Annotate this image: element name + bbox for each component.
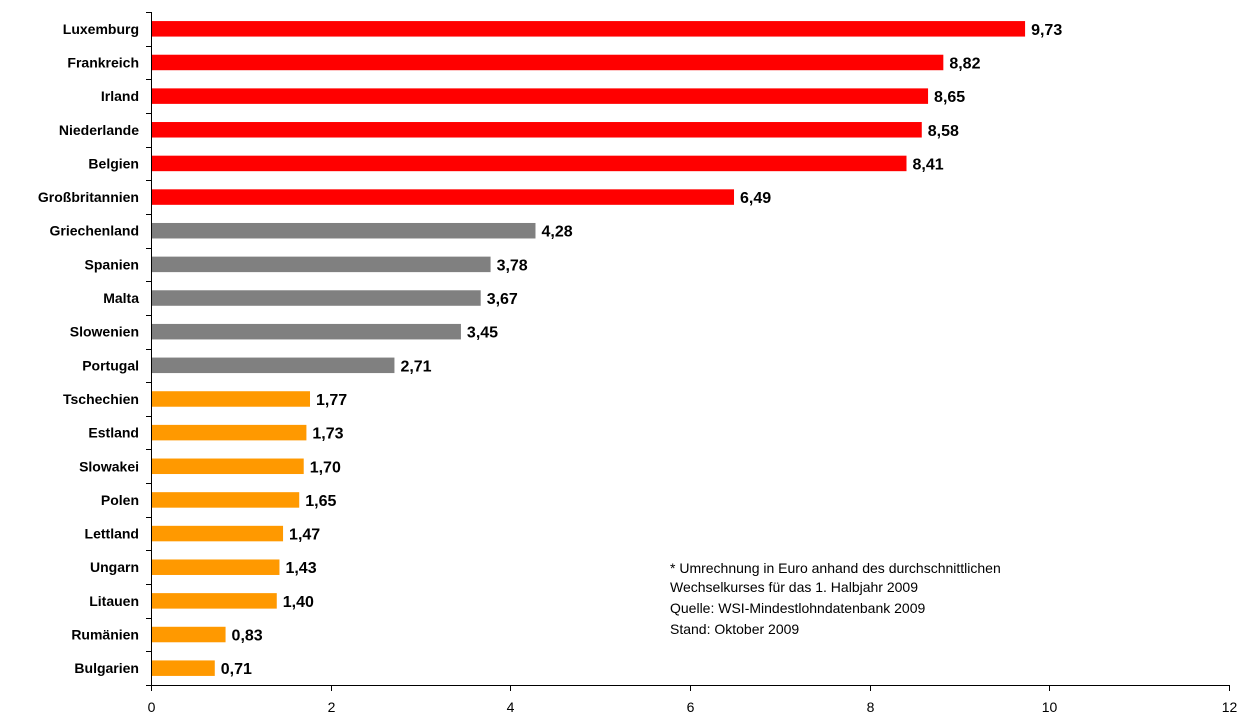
source-note: * Umrechnung in Euro anhand des durchsch… <box>670 560 1001 637</box>
category-label: Niederlande <box>59 122 139 138</box>
value-label: 8,58 <box>928 123 959 140</box>
note-line: Stand: Oktober 2009 <box>670 621 799 637</box>
category-label: Estland <box>88 425 139 441</box>
note-line: Wechselkurses für das 1. Halbjahr 2009 <box>670 579 918 595</box>
note-line: * Umrechnung in Euro anhand des durchsch… <box>670 560 1001 576</box>
value-label: 8,65 <box>934 89 965 106</box>
category-label: Portugal <box>82 357 139 373</box>
category-label: Slowenien <box>70 324 139 340</box>
x-tick-label: 10 <box>1042 699 1058 715</box>
value-label: 1,73 <box>312 426 343 443</box>
category-label: Bulgarien <box>74 660 139 676</box>
bar <box>152 290 481 306</box>
category-label: Ungarn <box>90 559 139 575</box>
value-label: 4,28 <box>541 224 572 241</box>
value-label: 0,83 <box>232 628 263 645</box>
bar <box>152 155 907 172</box>
value-label: 0,71 <box>221 661 252 678</box>
category-label: Malta <box>103 290 139 306</box>
value-label: 1,43 <box>285 560 316 577</box>
value-label: 1,47 <box>289 527 320 544</box>
x-tick-label: 4 <box>507 699 515 715</box>
category-label: Slowakei <box>79 458 139 474</box>
bar <box>152 21 1026 37</box>
category-label: Lettland <box>85 526 139 542</box>
x-tick-label: 0 <box>148 699 156 715</box>
bar <box>152 593 277 609</box>
value-label: 1,70 <box>310 459 341 476</box>
category-label: Litauen <box>89 593 139 609</box>
value-label: 2,71 <box>400 358 431 375</box>
x-tick-label: 2 <box>328 699 336 715</box>
bar <box>152 424 307 441</box>
value-label: 8,41 <box>912 156 943 173</box>
category-label: Luxemburg <box>63 21 139 37</box>
value-label: 3,78 <box>497 257 528 274</box>
bar <box>152 458 304 475</box>
note-line: Quelle: WSI-Mindestlohndatenbank 2009 <box>670 600 925 616</box>
bars <box>152 21 1026 676</box>
bar <box>152 256 491 273</box>
bar <box>152 492 300 508</box>
bar <box>152 189 735 205</box>
category-label: Frankreich <box>67 54 139 70</box>
bar <box>152 222 536 239</box>
bar <box>152 660 215 676</box>
value-label: 1,77 <box>316 392 347 409</box>
value-label: 9,73 <box>1031 22 1062 39</box>
category-label: Griechenland <box>50 223 139 239</box>
bar <box>152 626 226 643</box>
category-label: Spanien <box>85 256 139 272</box>
bar <box>152 54 944 71</box>
category-label: Polen <box>101 492 139 508</box>
x-tick-label: 6 <box>687 699 695 715</box>
x-tick-label: 12 <box>1222 699 1238 715</box>
bar <box>152 525 284 542</box>
value-label: 1,65 <box>305 493 336 510</box>
bar <box>152 88 929 104</box>
axes: 0 2 4 6 8 10 12 <box>146 12 1237 715</box>
value-label: 1,40 <box>283 594 314 611</box>
labels: Luxemburg 9,73 Frankreich 8,82 Irland 8,65 Nie… <box>38 21 1062 678</box>
x-tick-label: 8 <box>867 699 875 715</box>
bar <box>152 559 280 575</box>
bar <box>152 122 922 138</box>
bar <box>152 323 461 340</box>
value-label: 3,67 <box>487 291 518 308</box>
category-label: Großbritannien <box>38 189 139 205</box>
category-label: Tschechien <box>63 391 139 407</box>
bar <box>152 357 395 374</box>
category-label: Rumänien <box>71 627 139 643</box>
category-label: Belgien <box>88 155 139 171</box>
category-label: Irland <box>101 88 139 104</box>
value-label: 8,82 <box>949 55 980 72</box>
value-label: 6,49 <box>740 190 771 207</box>
bar <box>152 391 311 407</box>
value-label: 3,45 <box>467 325 498 342</box>
